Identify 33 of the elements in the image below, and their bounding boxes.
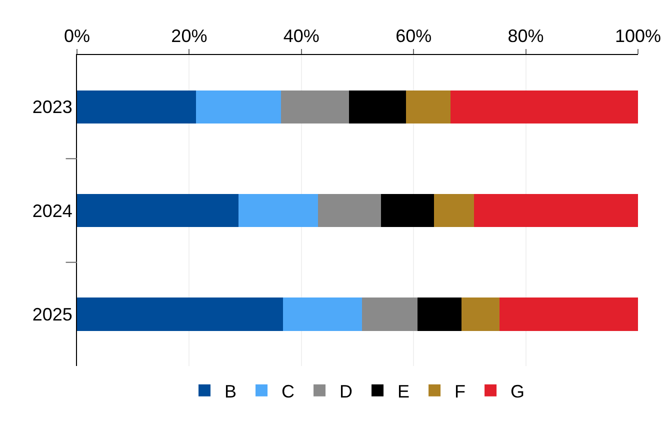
legend-label: C <box>282 381 295 402</box>
bar <box>349 90 406 124</box>
bar <box>362 298 418 331</box>
legend-label: D <box>340 381 353 402</box>
bar <box>450 90 638 124</box>
bar <box>474 194 638 228</box>
y-tick-label: 2025 <box>32 304 72 324</box>
bar <box>77 194 239 228</box>
legend-label: E <box>398 381 410 402</box>
x-tick-label: 100% <box>614 26 662 46</box>
bar <box>406 90 451 124</box>
x-tick-label: 20% <box>171 26 208 46</box>
x-tick-label: 60% <box>396 26 432 46</box>
bar <box>381 194 434 228</box>
legend-label: G <box>510 381 525 402</box>
bar <box>318 194 382 228</box>
x-tick-label: 80% <box>508 26 544 46</box>
bar <box>281 90 350 124</box>
x-tick-label: 40% <box>283 26 320 46</box>
bar <box>238 194 318 228</box>
legend-label: B <box>224 381 237 402</box>
bar <box>196 90 282 124</box>
bar <box>461 298 500 331</box>
bar <box>77 90 196 124</box>
legend-label: F <box>454 381 466 402</box>
bar <box>434 194 474 228</box>
bar <box>77 298 283 331</box>
x-tick-label: 0% <box>64 26 90 46</box>
bar <box>418 298 462 331</box>
y-tick-label: 2023 <box>32 97 72 118</box>
y-tick-label: 2024 <box>32 200 72 221</box>
bar <box>499 298 638 331</box>
bar <box>282 298 362 331</box>
